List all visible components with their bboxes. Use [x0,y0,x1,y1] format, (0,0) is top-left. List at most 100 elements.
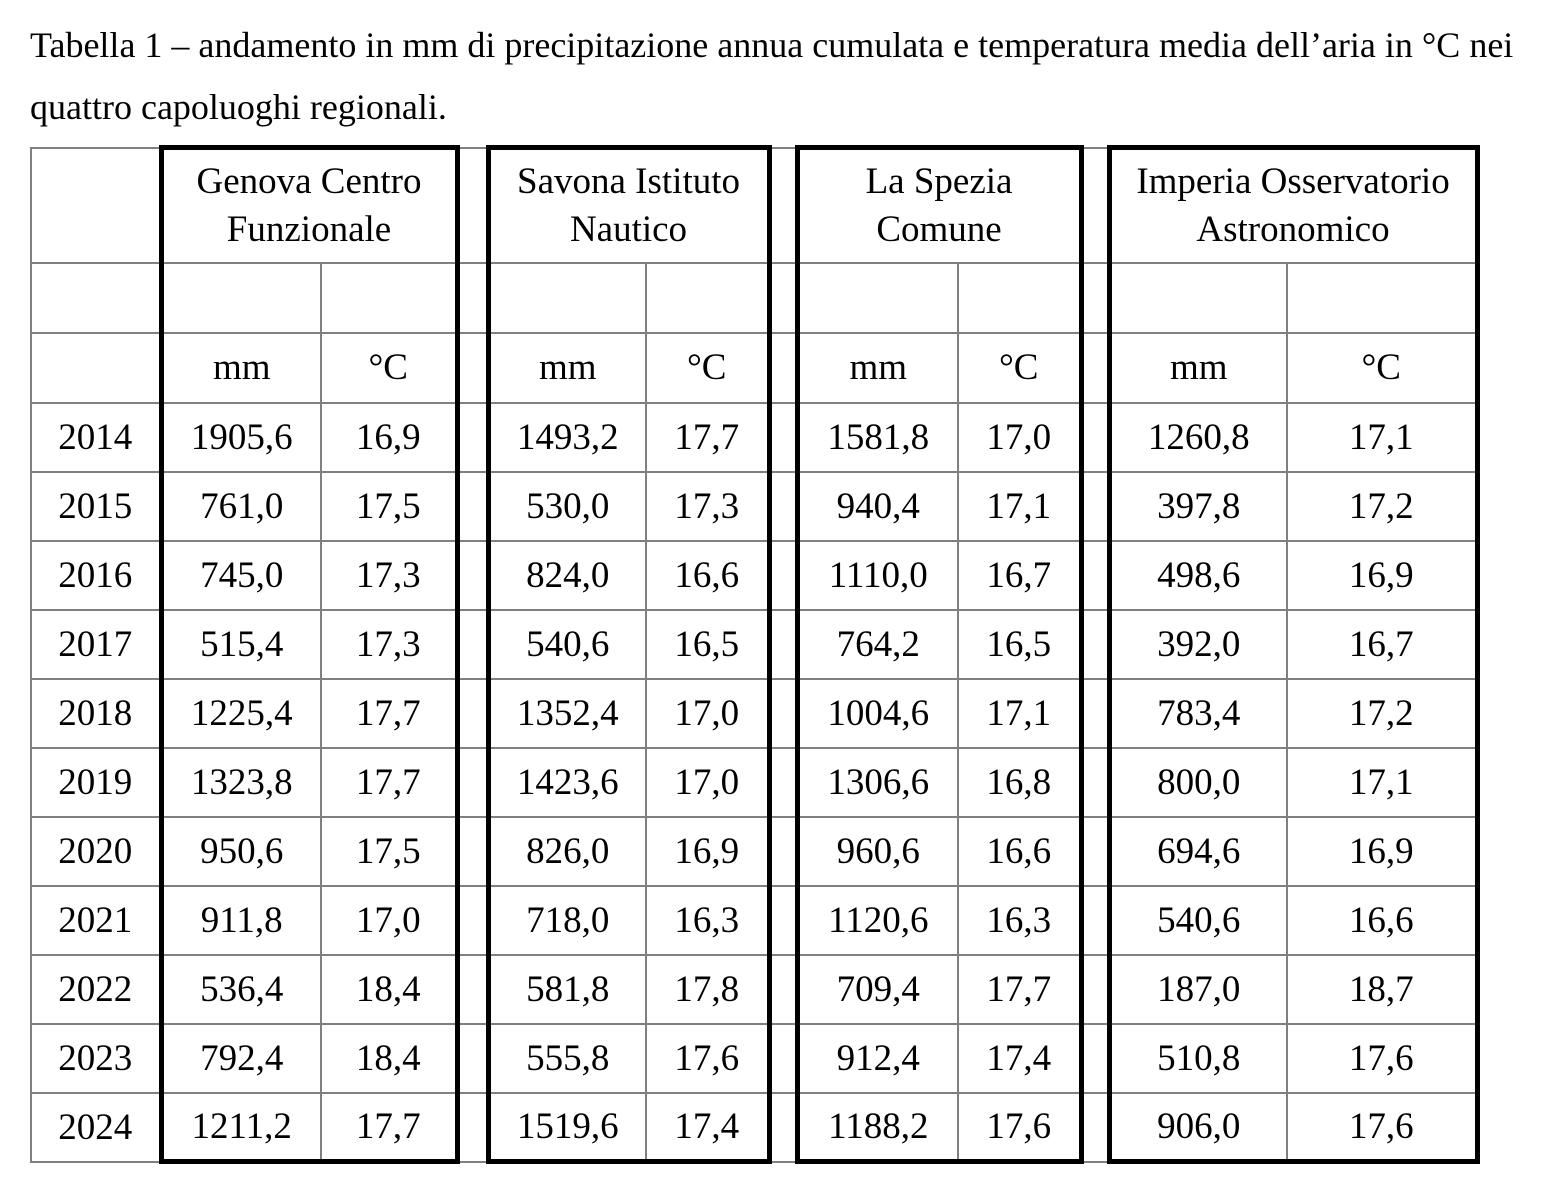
precip-value-cell: 761,0 [158,470,322,542]
precip-value-cell: 1306,6 [794,746,960,818]
spacer-cell [456,146,489,264]
temp-value-cell: 17,7 [320,677,460,749]
temp-value-cell: 17,3 [320,608,460,680]
temp-value-cell: 16,9 [1286,539,1480,611]
precip-value-cell: 1581,8 [794,401,960,473]
precip-value-cell: 792,4 [158,1022,322,1094]
precip-value-cell: 540,6 [485,608,647,680]
temp-value-cell: 17,0 [644,677,772,749]
temp-value-cell: 17,3 [644,470,772,542]
precip-value-cell: 1188,2 [794,1091,960,1164]
table-body: 2014 1905,6 16,9 1493,2 17,7 1581,8 17,0 1260,8… [30,401,1480,1164]
spacer-cell [1080,146,1111,264]
temp-value-cell: 17,2 [1286,677,1480,749]
spacer-cell [456,953,489,1025]
precip-value-cell: 1260,8 [1106,401,1289,473]
precip-value-cell: 960,6 [794,815,960,887]
empty-cell [1286,261,1480,334]
temp-value-cell: 17,0 [320,884,460,956]
precip-value-cell: 950,6 [158,815,322,887]
precip-value-cell: 1352,4 [485,677,647,749]
spacer-cell [768,677,799,749]
precip-value-cell: 694,6 [1106,815,1289,887]
spacer-cell [456,1091,489,1163]
empty-cell [644,261,772,334]
station-header-row: Genova Centro Funzionale Savona Istituto… [30,145,1480,264]
unit-label-temp: °C [644,331,772,404]
empty-cell [794,261,960,334]
year-cell: 2019 [30,746,162,818]
spacer-cell [768,1091,799,1163]
year-cell: 2018 [30,677,162,749]
precip-value-cell: 783,4 [1106,677,1289,749]
temp-value-cell: 17,4 [644,1091,772,1164]
precip-value-cell: 1323,8 [158,746,322,818]
temp-value-cell: 17,6 [644,1022,772,1094]
precip-value-cell: 498,6 [1106,539,1289,611]
precip-value-cell: 540,6 [1106,884,1289,956]
temp-value-cell: 17,5 [320,470,460,542]
precip-value-cell: 912,4 [794,1022,960,1094]
spacer-cell [456,470,489,542]
spacer-cell [1080,1022,1111,1094]
empty-cell [320,261,460,334]
precip-value-cell: 1519,6 [485,1091,647,1164]
year-cell: 2016 [30,539,162,611]
spacer-cell [1080,470,1111,542]
spacer-cell [456,884,489,956]
table-caption: Tabella 1 – andamento in mm di precipita… [30,25,1514,127]
precip-value-cell: 906,0 [1106,1091,1289,1164]
precip-value-cell: 515,4 [158,608,322,680]
unit-label-mm: mm [1106,331,1289,404]
temp-value-cell: 16,9 [1286,815,1480,887]
spacer-cell [768,470,799,542]
spacer-cell [768,953,799,1025]
table-row: 2014 1905,6 16,9 1493,2 17,7 1581,8 17,0 1260,8… [30,401,1480,473]
temp-value-cell: 17,4 [957,1022,1084,1094]
table-row: 2024 1211,2 17,7 1519,6 17,4 1188,2 17,6 906,0 1… [30,1091,1480,1164]
temp-value-cell: 17,0 [644,746,772,818]
precip-value-cell: 1004,6 [794,677,960,749]
temp-value-cell: 17,7 [320,1091,460,1164]
unit-label-temp: °C [957,331,1084,404]
spacer-cell [1080,539,1111,611]
empty-cell [485,261,647,334]
spacer-cell [1080,1091,1111,1163]
spacer-cell [1080,884,1111,956]
table-row: 2017 515,4 17,3 540,6 16,5 764,2 16,5 392,0 16,7 [30,608,1480,680]
year-cell: 2022 [30,953,162,1025]
year-cell: 2020 [30,815,162,887]
spacer-cell [456,608,489,680]
table-row: 2021 911,8 17,0 718,0 16,3 1120,6 16,3 540,6 16,… [30,884,1480,956]
unit-label-mm: mm [158,331,322,404]
spacer-cell [456,815,489,887]
corner-cell [30,146,162,264]
temp-value-cell: 17,7 [644,401,772,473]
temp-value-cell: 16,9 [644,815,772,887]
temp-value-cell: 17,1 [957,470,1084,542]
station-header-savona: Savona Istituto Nautico [485,145,772,264]
empty-cell [30,261,162,334]
precip-value-cell: 581,8 [485,953,647,1025]
unit-label-mm: mm [794,331,960,404]
unit-label-temp: °C [320,331,460,404]
table-row: 2015 761,0 17,5 530,0 17,3 940,4 17,1 397,8 17,2 [30,470,1480,542]
spacer-cell [768,261,799,334]
temp-value-cell: 16,5 [957,608,1084,680]
table-row: 2020 950,6 17,5 826,0 16,9 960,6 16,6 694,6 16,9 [30,815,1480,887]
year-cell: 2017 [30,608,162,680]
year-cell: 2024 [30,1091,162,1163]
spacer-cell [456,1022,489,1094]
precip-value-cell: 536,4 [158,953,322,1025]
spacer-cell [1080,677,1111,749]
units-row: mm °C mm °C mm °C mm °C [30,331,1480,404]
empty-cell [1106,261,1289,334]
table-row: 2016 745,0 17,3 824,0 16,6 1110,0 16,7 498,6 16,… [30,539,1480,611]
temp-value-cell: 17,2 [1286,470,1480,542]
table-row: 2022 536,4 18,4 581,8 17,8 709,4 17,7 187,0 18,7 [30,953,1480,1025]
temp-value-cell: 16,7 [957,539,1084,611]
precip-value-cell: 555,8 [485,1022,647,1094]
temp-value-cell: 17,1 [1286,401,1480,473]
precip-value-cell: 718,0 [485,884,647,956]
spacer-cell [768,815,799,887]
